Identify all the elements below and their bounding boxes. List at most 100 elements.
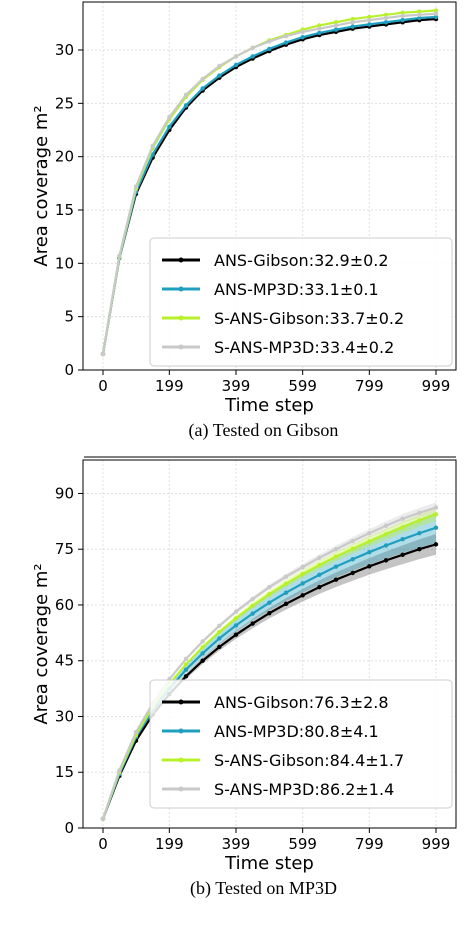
- data-point: [367, 564, 372, 569]
- legend-marker: [178, 728, 184, 734]
- data-point: [233, 623, 239, 628]
- data-point: [183, 667, 189, 672]
- data-point: [217, 636, 222, 641]
- data-point: [400, 552, 405, 557]
- x-tick-label: 0: [98, 377, 108, 395]
- data-point: [267, 584, 272, 590]
- data-point: [367, 22, 372, 27]
- data-point: [267, 39, 272, 44]
- data-point: [333, 20, 339, 25]
- y-tick-label: 5: [64, 308, 74, 326]
- data-point: [250, 45, 255, 51]
- data-point: [267, 591, 272, 597]
- data-point: [217, 73, 222, 78]
- data-point: [300, 581, 305, 586]
- x-axis-label-gibson: Time step: [224, 395, 314, 416]
- data-point: [117, 253, 122, 259]
- data-point: [250, 596, 255, 602]
- data-point: [183, 103, 189, 108]
- data-point: [250, 603, 255, 608]
- y-tick-label: 60: [55, 596, 74, 614]
- error-band: [103, 533, 436, 819]
- data-point: [417, 547, 422, 552]
- plot-frame-mp3d: [82, 459, 457, 829]
- data-point: [333, 27, 339, 32]
- data-point: [417, 510, 422, 515]
- data-point: [400, 536, 405, 542]
- y-tick-label: 20: [55, 148, 74, 166]
- data-point: [417, 531, 422, 536]
- data-point: [367, 531, 372, 536]
- data-point: [333, 554, 339, 559]
- caption-gibson: (a) Tested on Gibson: [189, 420, 339, 441]
- data-point: [317, 23, 322, 28]
- data-point: [200, 651, 205, 656]
- y-ticks-mp3d: 0 15 30 45 60 75 90: [55, 484, 83, 837]
- data-point: [400, 516, 405, 521]
- data-point: [217, 629, 222, 635]
- y-tick-label: 45: [55, 652, 74, 670]
- data-point: [267, 600, 272, 605]
- legend-label: ANS-Gibson:32.9±0.2: [214, 251, 389, 270]
- data-point: [283, 581, 289, 586]
- x-ticks-gibson: 0 199 399 599 799 999: [98, 370, 450, 395]
- data-point: [200, 86, 205, 91]
- data-point: [233, 616, 239, 621]
- data-point: [433, 525, 439, 530]
- data-point: [350, 538, 355, 544]
- data-point: [400, 10, 405, 15]
- data-point: [117, 768, 122, 773]
- data-point: [200, 639, 205, 644]
- legend-label: S-ANS-Gibson:33.7±0.2: [214, 309, 404, 328]
- data-point: [283, 574, 289, 579]
- data-point: [433, 11, 439, 16]
- data-point: [433, 14, 439, 20]
- data-point: [300, 564, 305, 570]
- y-tick-label: 0: [64, 819, 74, 837]
- x-tick-label: 199: [155, 835, 184, 853]
- y-tick-label: 90: [55, 484, 74, 502]
- legend-marker: [178, 344, 184, 350]
- data-point: [267, 610, 272, 616]
- data-point: [383, 12, 389, 17]
- y-tick-label: 10: [55, 254, 74, 272]
- y-tick-label: 0: [64, 361, 74, 379]
- data-point: [233, 609, 239, 614]
- x-tick-label: 599: [288, 377, 317, 395]
- data-point: [417, 518, 422, 523]
- data-point: [150, 143, 155, 149]
- x-tick-label: 999: [422, 377, 451, 395]
- data-point: [383, 20, 389, 25]
- data-point: [400, 13, 405, 19]
- grid-mp3d: [83, 460, 456, 829]
- data-point: [167, 124, 172, 129]
- legend-marker: [178, 757, 184, 763]
- data-point: [133, 729, 139, 735]
- data-point: [100, 816, 106, 821]
- legend-marker: [178, 699, 184, 705]
- series-gibson: [100, 8, 439, 357]
- data-point: [333, 577, 339, 582]
- data-point: [167, 115, 172, 120]
- data-point: [233, 62, 239, 68]
- data-point: [383, 15, 389, 21]
- data-point: [100, 351, 106, 357]
- y-axis-label-mp3d: Area coverage m²: [31, 563, 52, 724]
- legend-label: S-ANS-MP3D:33.4±0.2: [214, 338, 394, 357]
- data-point: [283, 33, 289, 39]
- series-line-group: [100, 11, 439, 357]
- data-point: [417, 15, 422, 21]
- data-point: [200, 645, 205, 650]
- data-point: [367, 549, 372, 555]
- data-point: [300, 593, 305, 598]
- data-point: [300, 571, 305, 577]
- data-point: [433, 8, 439, 13]
- data-point: [350, 570, 355, 576]
- data-point: [433, 505, 439, 510]
- legend-label: ANS-MP3D:80.8±4.1: [214, 722, 379, 741]
- data-point: [433, 512, 439, 517]
- data-point: [333, 547, 339, 552]
- x-ticks-mp3d: 0 199 399 599 799 999: [98, 828, 450, 853]
- data-point: [183, 656, 189, 662]
